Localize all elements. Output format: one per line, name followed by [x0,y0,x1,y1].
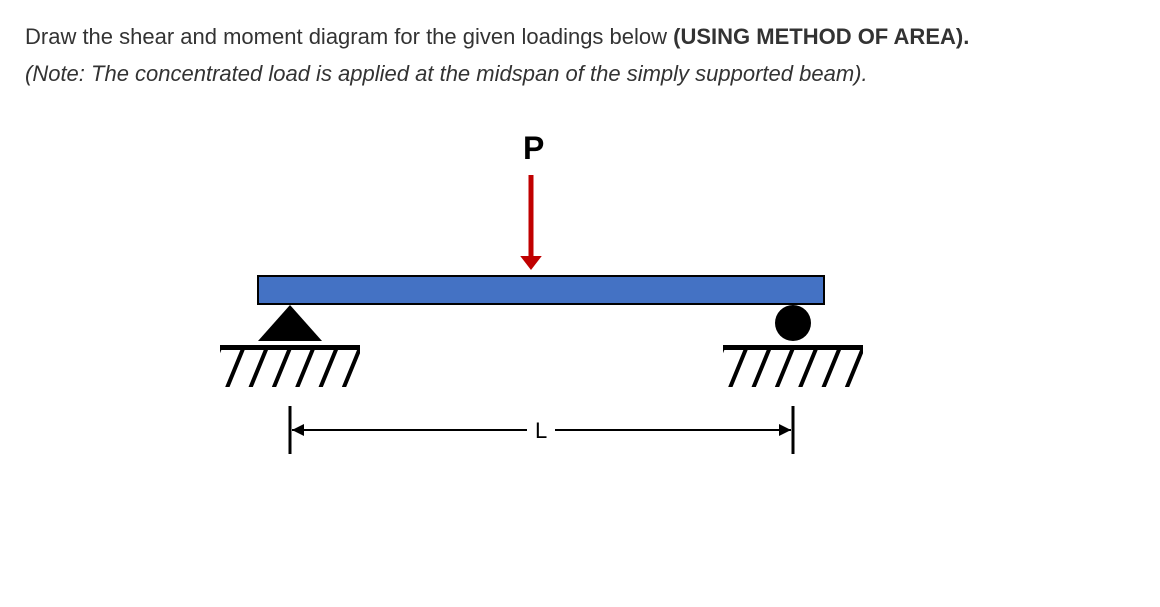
problem-statement: Draw the shear and moment diagram for th… [25,20,1135,90]
problem-text-bold: (USING METHOD OF AREA). [673,24,969,49]
ground-hatch-left [220,345,360,387]
load-arrow [516,175,546,280]
load-label: P [523,130,544,167]
span-label: L [527,418,555,444]
ground-hatch-right [723,345,863,387]
problem-line-1: Draw the shear and moment diagram for th… [25,20,1135,53]
beam [257,275,825,305]
beam-diagram: P L [25,120,1135,580]
problem-text-pre: Draw the shear and moment diagram for th… [25,24,673,49]
problem-line-2: (Note: The concentrated load is applied … [25,57,1135,90]
